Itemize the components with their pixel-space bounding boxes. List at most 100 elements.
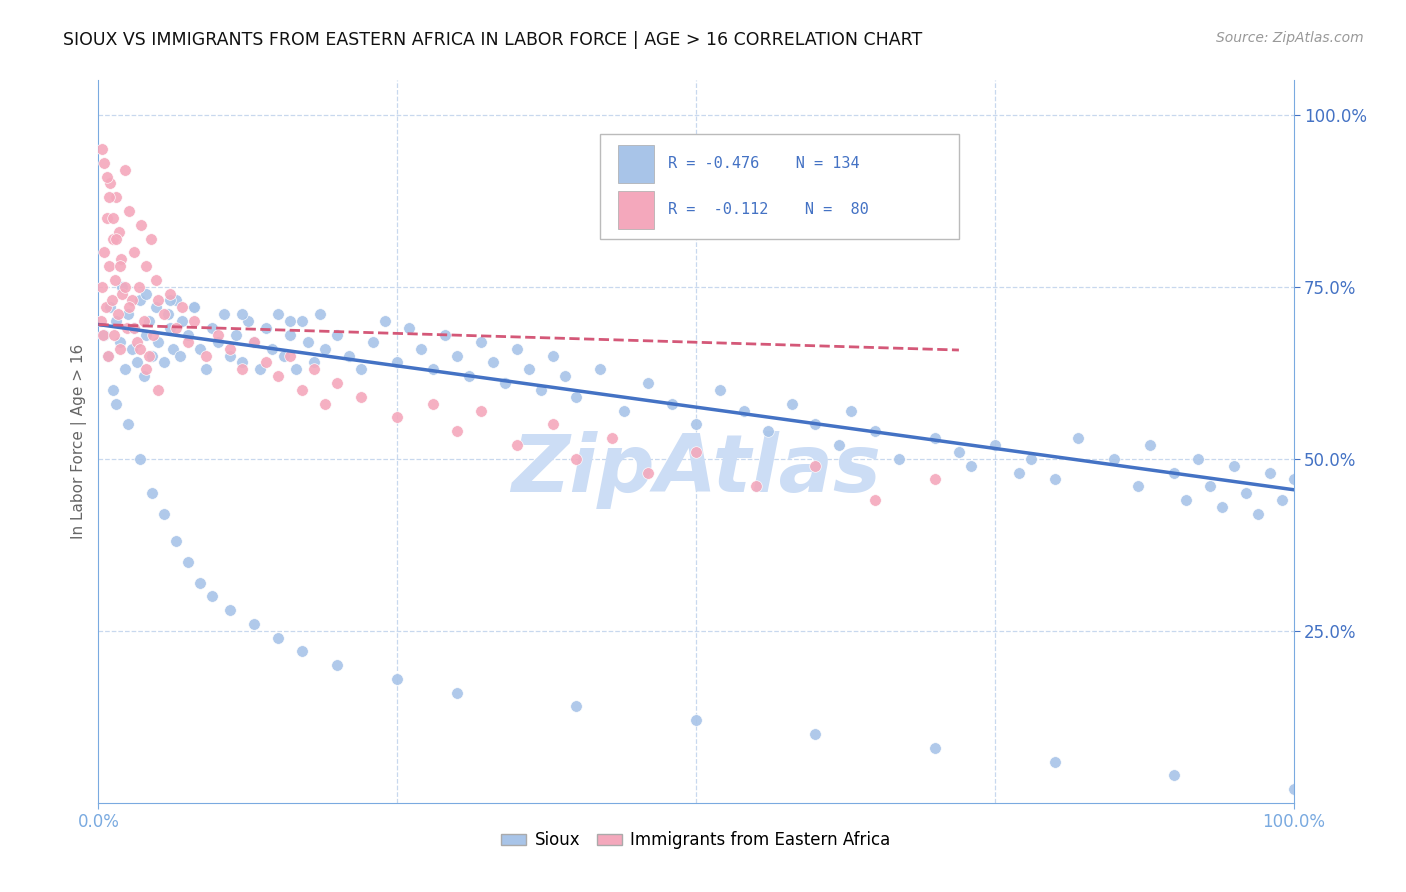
Point [129,293,152,308]
Point [153,507,176,521]
Point [91,279,114,293]
Point [96,211,118,225]
Point [231,362,253,376]
Point [101,231,124,245]
Point [114,279,136,293]
Point [124,321,146,335]
Point [111,279,134,293]
Point [458,369,481,384]
Point [100,293,122,308]
Point [156,307,179,321]
Text: R = -0.476    N = 134: R = -0.476 N = 134 [668,156,860,171]
Point [302,355,325,369]
Point [111,286,134,301]
Point [97,349,120,363]
Point [132,369,155,384]
Point [183,301,205,315]
Point [565,390,588,404]
Point [94,301,117,315]
Point [219,603,242,617]
Point [1234,486,1257,500]
Point [494,376,516,390]
Point [93,327,115,342]
Text: ZipAtlas: ZipAtlas [510,432,882,509]
Point [159,321,181,335]
Point [195,349,218,363]
Point [172,301,194,315]
Point [1139,438,1161,452]
Point [90,314,112,328]
Point [129,342,152,356]
Point [219,349,242,363]
Point [481,355,505,369]
Point [948,445,970,459]
Point [446,349,468,363]
Y-axis label: In Labor Force | Age > 16: In Labor Force | Age > 16 [72,344,87,539]
Point [117,307,139,321]
Point [153,307,176,321]
Point [1128,479,1150,493]
Point [121,342,143,356]
Point [637,376,659,390]
Point [118,204,141,219]
Point [541,349,564,363]
Point [254,321,277,335]
Point [517,362,540,376]
Text: R =  -0.112    N =  80: R = -0.112 N = 80 [668,202,869,218]
Point [565,451,588,466]
Point [159,293,181,308]
Point [291,644,314,658]
Point [1282,782,1305,797]
Point [124,245,146,260]
Point [183,314,205,328]
Point [118,301,141,315]
Point [984,438,1007,452]
Point [326,376,349,390]
Point [315,397,337,411]
Point [1163,466,1185,480]
Point [135,362,157,376]
Point [1175,493,1198,508]
Point [128,279,150,293]
Point [98,190,121,204]
Point [165,534,187,549]
Point [1258,466,1281,480]
Point [129,451,152,466]
Point [91,142,114,156]
Point [159,286,181,301]
Point [138,314,160,328]
Point [231,307,253,321]
Point [278,349,301,363]
Point [267,369,290,384]
Point [1199,479,1222,493]
Point [108,334,131,349]
Point [108,259,131,273]
Point [169,349,191,363]
Point [350,362,373,376]
Point [153,355,176,369]
Point [1008,466,1031,480]
Point [1043,472,1066,486]
Point [177,334,200,349]
Point [111,279,134,293]
FancyBboxPatch shape [619,191,654,228]
Point [273,349,295,363]
Point [97,349,120,363]
Point [924,431,946,445]
Point [107,225,129,239]
Point [554,369,576,384]
Point [637,466,659,480]
Point [1104,451,1126,466]
Point [110,252,132,267]
Point [661,397,683,411]
Point [114,362,136,376]
Point [145,273,167,287]
Point [865,424,887,438]
Point [104,273,127,287]
Point [924,472,946,486]
Point [93,245,115,260]
Point [1223,458,1246,473]
Point [148,334,170,349]
Point [243,334,266,349]
Point [183,301,205,315]
